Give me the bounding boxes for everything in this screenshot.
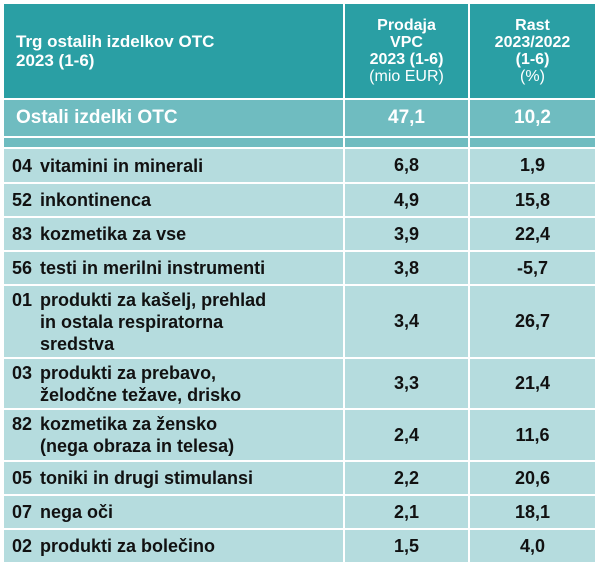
table-row: 04 vitamini in minerali 6,8 1,9 — [2, 147, 597, 184]
category-code: 82 — [12, 414, 33, 434]
category-cell: 03 produkti za prebavo, želodčne težave, … — [2, 357, 345, 410]
growth-value: -5,7 — [468, 250, 597, 286]
total-label: Ostali izdelki OTC — [2, 98, 345, 138]
category-code: 04 — [12, 155, 33, 176]
growth-value: 21,4 — [468, 357, 597, 410]
table-title: Trg ostalih izdelkov OTC 2023 (1-6) — [2, 2, 345, 100]
category-label: testi in merilni instrumenti — [40, 258, 266, 278]
category-cell: 52 inkontinenca — [2, 182, 345, 218]
category-cell: 82 kozmetika za žensko (nega obraza in te… — [2, 408, 345, 462]
category-cell: 02 produkti za bolečino — [2, 528, 345, 564]
sales-value: 6,8 — [343, 147, 470, 184]
sales-unit: (mio EUR) — [369, 68, 444, 85]
table-row: 07 nega oči 2,1 18,1 — [2, 494, 597, 530]
category-code: 56 — [12, 258, 33, 278]
category-label: produkti za bolečino — [40, 536, 216, 556]
growth-header-line: (1-6) — [515, 51, 550, 68]
table-title-line1: Trg ostalih izdelkov OTC — [16, 32, 215, 51]
category-label: inkontinenca — [40, 190, 152, 210]
category-code: 02 — [12, 536, 33, 556]
sales-header-line: VPC — [390, 34, 423, 51]
table-row: 52 inkontinenca 4,9 15,8 — [2, 182, 597, 218]
sales-value: 2,2 — [343, 460, 470, 496]
category-code: 05 — [12, 468, 33, 488]
spacer-row — [2, 136, 597, 149]
category-label: nega oči — [40, 502, 114, 522]
category-label: kozmetika za žensko (nega obraza in tele… — [40, 414, 235, 456]
category-code: 01 — [12, 289, 33, 310]
growth-value: 20,6 — [468, 460, 597, 496]
sales-value: 3,9 — [343, 216, 470, 252]
category-cell: 05 toniki in drugi stimulansi — [2, 460, 345, 496]
spacer-cell — [343, 136, 470, 149]
growth-header-line: 2023/2022 — [494, 34, 571, 51]
sales-value: 4,9 — [343, 182, 470, 218]
sales-value: 2,1 — [343, 494, 470, 530]
sales-header-line: 2023 (1-6) — [369, 51, 444, 68]
table-row: 05 toniki in drugi stimulansi 2,2 20,6 — [2, 460, 597, 496]
category-label: produkti za prebavo, želodčne težave, dr… — [40, 362, 242, 405]
growth-value: 4,0 — [468, 528, 597, 564]
category-label: toniki in drugi stimulansi — [40, 468, 254, 488]
sales-value: 1,5 — [343, 528, 470, 564]
table-row: 01 produkti za kašelj, prehlad in ostala … — [2, 284, 597, 359]
growth-value: 15,8 — [468, 182, 597, 218]
table-title-line2: 2023 (1-6) — [16, 51, 95, 70]
sales-header-line: Prodaja — [377, 17, 436, 34]
growth-value: 18,1 — [468, 494, 597, 530]
table-row: 82 kozmetika za žensko (nega obraza in te… — [2, 408, 597, 462]
data-table: Trg ostalih izdelkov OTC 2023 (1-6) Prod… — [2, 2, 597, 564]
category-cell: 83 kozmetika za vse — [2, 216, 345, 252]
table-row: 56 testi in merilni instrumenti 3,8 -5,7 — [2, 250, 597, 286]
sales-column-header: Prodaja VPC 2023 (1-6) (mio EUR) — [343, 2, 470, 100]
sales-value: 2,4 — [343, 408, 470, 462]
table-row: 02 produkti za bolečino 1,5 4,0 — [2, 528, 597, 564]
sales-value: 3,3 — [343, 357, 470, 410]
growth-value: 22,4 — [468, 216, 597, 252]
category-code: 03 — [12, 362, 33, 383]
table-row: 83 kozmetika za vse 3,9 22,4 — [2, 216, 597, 252]
growth-value: 1,9 — [468, 147, 597, 184]
total-row: Ostali izdelki OTC 47,1 10,2 — [2, 98, 597, 138]
growth-column-header: Rast 2023/2022 (1-6) (%) — [468, 2, 597, 100]
growth-unit: (%) — [520, 68, 545, 85]
total-growth: 10,2 — [468, 98, 597, 138]
category-label: kozmetika za vse — [40, 224, 187, 244]
table-row: 03 produkti za prebavo, želodčne težave, … — [2, 357, 597, 410]
sales-value: 3,8 — [343, 250, 470, 286]
category-label: produkti za kašelj, prehlad in ostala re… — [40, 289, 267, 354]
growth-value: 11,6 — [468, 408, 597, 462]
category-cell: 56 testi in merilni instrumenti — [2, 250, 345, 286]
sales-value: 3,4 — [343, 284, 470, 359]
header-row: Trg ostalih izdelkov OTC 2023 (1-6) Prod… — [2, 2, 597, 100]
item-rows: 04 vitamini in minerali 6,8 1,9 52 inkontinen… — [2, 147, 597, 564]
category-cell: 04 vitamini in minerali — [2, 147, 345, 184]
spacer-cell — [468, 136, 597, 149]
growth-header-line: Rast — [515, 17, 550, 34]
category-cell: 01 produkti za kašelj, prehlad in ostala … — [2, 284, 345, 359]
category-code: 07 — [12, 502, 33, 522]
category-code: 83 — [12, 224, 33, 244]
category-label: vitamini in minerali — [40, 155, 204, 176]
spacer-cell — [2, 136, 345, 149]
category-code: 52 — [12, 190, 33, 210]
growth-value: 26,7 — [468, 284, 597, 359]
total-sales: 47,1 — [343, 98, 470, 138]
category-cell: 07 nega oči — [2, 494, 345, 530]
